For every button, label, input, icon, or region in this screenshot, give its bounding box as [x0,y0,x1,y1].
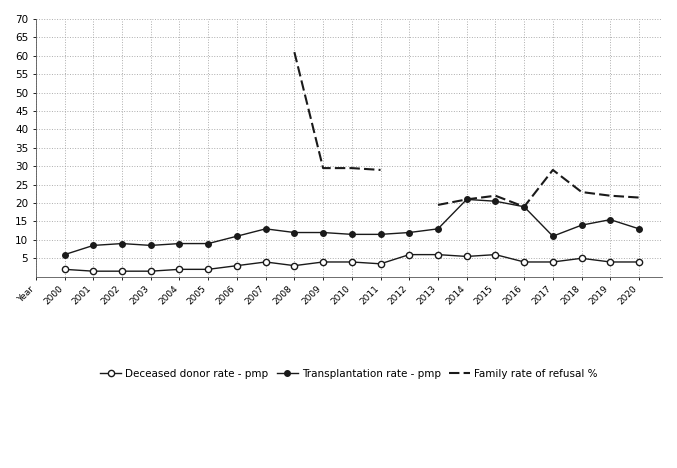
Legend: Deceased donor rate - pmp, Transplantation rate - pmp, Family rate of refusal %: Deceased donor rate - pmp, Transplantati… [96,365,602,383]
